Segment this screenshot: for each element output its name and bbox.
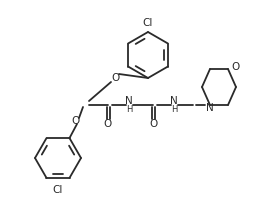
Text: N: N	[206, 103, 214, 113]
Text: O: O	[111, 73, 119, 83]
Text: O: O	[104, 119, 112, 129]
Text: H: H	[126, 105, 132, 114]
Text: O: O	[232, 62, 240, 72]
Text: Cl: Cl	[143, 18, 153, 28]
Text: Cl: Cl	[53, 185, 63, 195]
Text: N: N	[125, 96, 133, 106]
Text: H: H	[171, 105, 177, 114]
Text: N: N	[170, 96, 178, 106]
Text: O: O	[149, 119, 157, 129]
Text: O: O	[71, 116, 79, 126]
